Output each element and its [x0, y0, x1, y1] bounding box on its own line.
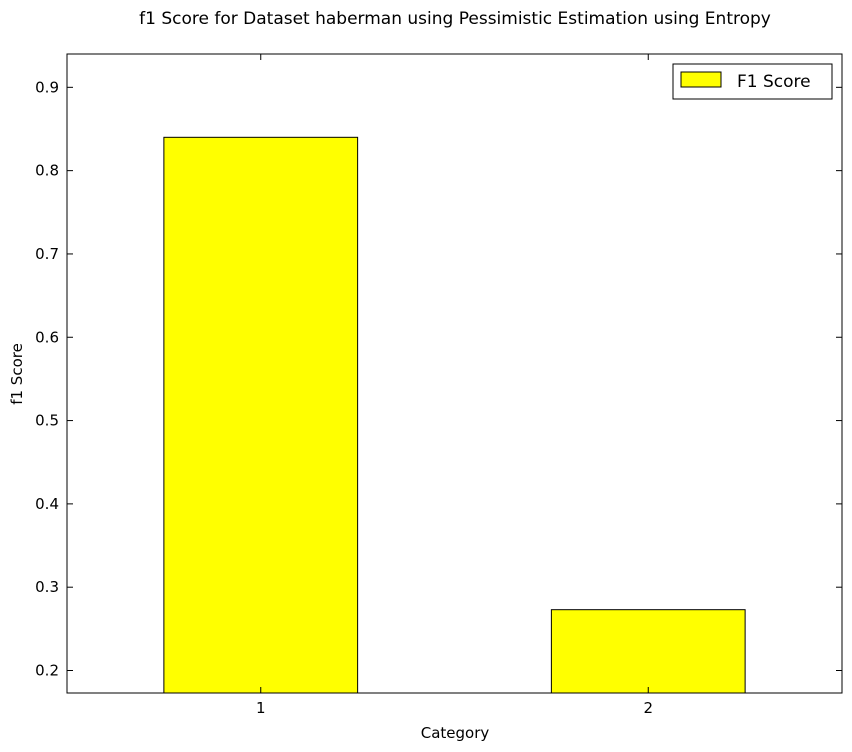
x-axis-label: Category	[421, 724, 490, 742]
legend-box	[672, 63, 833, 100]
y-tick-label: 0.2	[35, 662, 59, 680]
legend-swatch	[680, 71, 722, 88]
x-tick-label: 1	[256, 699, 266, 717]
ticks-group: 1 2 0.2 0.3 0.4 0.5 0.6 0.7 0.8 0.9	[35, 54, 842, 717]
y-tick-label: 0.8	[35, 162, 59, 180]
bar-2	[550, 609, 746, 694]
plot-frame	[66, 53, 843, 694]
x-tick-label: 2	[643, 699, 653, 717]
y-tick-label: 0.5	[35, 412, 59, 430]
y-tick-label: 0.4	[35, 495, 59, 513]
bar-1	[163, 136, 359, 694]
plot-area: 1 2 0.2 0.3 0.4 0.5 0.6 0.7 0.8 0.9	[35, 53, 843, 717]
y-tick-label: 0.3	[35, 578, 59, 596]
y-tick-label: 0.6	[35, 328, 59, 346]
legend: F1 Score	[672, 63, 833, 100]
chart-title: f1 Score for Dataset haberman using Pess…	[139, 9, 771, 29]
y-axis-label: f1 Score	[8, 343, 26, 405]
y-tick-label: 0.7	[35, 245, 59, 263]
legend-label: F1 Score	[737, 72, 811, 92]
y-tick-label: 0.9	[35, 78, 59, 96]
bars-group	[163, 136, 746, 694]
